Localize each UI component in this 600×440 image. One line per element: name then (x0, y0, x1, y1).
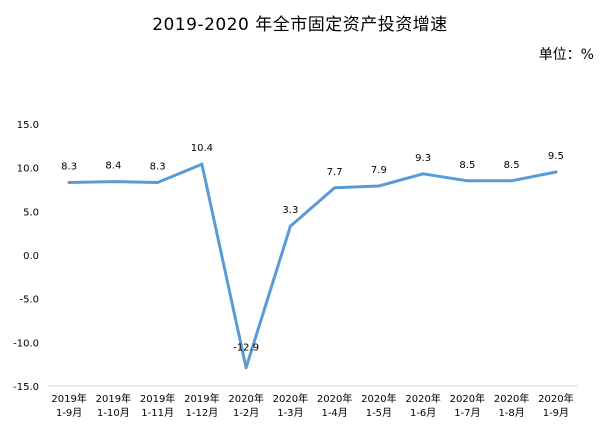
data-point (421, 172, 425, 176)
x-tick-label-period: 1-3月 (277, 407, 303, 419)
y-tick-label: -5.0 (19, 295, 39, 306)
y-tick-label: -10.0 (13, 338, 39, 349)
x-tick-label-period: 1-11月 (141, 407, 174, 419)
data-point (554, 170, 558, 174)
x-tick-label-period: 1-5月 (366, 407, 392, 419)
y-tick-label: 10.0 (17, 164, 39, 175)
x-tick-label-period: 1-8月 (498, 407, 524, 419)
x-tick-label-period: 1-2月 (233, 407, 259, 419)
data-label: 7.9 (371, 165, 387, 176)
data-label: 9.5 (548, 151, 564, 162)
x-tick-label-year: 2020年 (361, 392, 396, 405)
x-tick-label-year: 2019年 (184, 392, 219, 405)
x-tick-label-period: 1-10月 (97, 407, 130, 419)
data-point (156, 181, 160, 185)
data-label: 8.5 (459, 160, 475, 171)
x-tick-label-year: 2020年 (450, 392, 485, 405)
chart-title: 2019-2020 年全市固定资产投资增速 (152, 15, 448, 35)
data-point (288, 224, 292, 228)
data-label: 8.3 (150, 162, 166, 173)
unit-label: 单位：% (538, 47, 594, 63)
data-label: -12.9 (233, 343, 259, 354)
data-point (465, 179, 469, 183)
data-point (67, 181, 71, 185)
data-label: 8.5 (504, 160, 520, 171)
data-point (333, 186, 337, 190)
x-tick-label-period: 1-4月 (321, 407, 347, 419)
data-point (377, 184, 381, 188)
x-tick-label-year: 2020年 (405, 392, 440, 405)
data-label: 10.4 (191, 143, 213, 154)
x-tick-label-year: 2020年 (494, 392, 529, 405)
x-tick-label-year: 2020年 (228, 392, 263, 405)
x-tick-label-year: 2019年 (51, 392, 86, 405)
x-tick-label-period: 1-7月 (454, 407, 480, 419)
series-line (67, 162, 558, 370)
x-tick-label-year: 2020年 (317, 392, 352, 405)
x-tick-label-year: 2019年 (96, 392, 131, 405)
data-label: 3.3 (282, 205, 298, 216)
y-tick-label: 15.0 (17, 120, 39, 131)
data-point (111, 180, 115, 184)
x-tick-label-period: 1-9月 (543, 407, 569, 419)
x-tick-label-period: 1-9月 (56, 407, 82, 419)
data-label: 8.3 (61, 162, 77, 173)
y-tick-label: 0.0 (23, 251, 39, 262)
data-label: 8.4 (105, 161, 121, 172)
x-tick-label-period: 1-12月 (186, 407, 219, 419)
y-tick-label: -15.0 (13, 382, 39, 393)
data-label: 9.3 (415, 153, 431, 164)
data-point (200, 162, 204, 166)
x-tick-label-year: 2020年 (538, 392, 573, 405)
y-tick-label: 5.0 (23, 207, 39, 218)
x-tick-label-year: 2019年 (140, 392, 175, 405)
x-tick-label-period: 1-6月 (410, 407, 436, 419)
data-point (510, 179, 514, 183)
data-label: 7.7 (327, 167, 343, 178)
data-point (244, 366, 248, 370)
x-tick-label-year: 2020年 (273, 392, 308, 405)
